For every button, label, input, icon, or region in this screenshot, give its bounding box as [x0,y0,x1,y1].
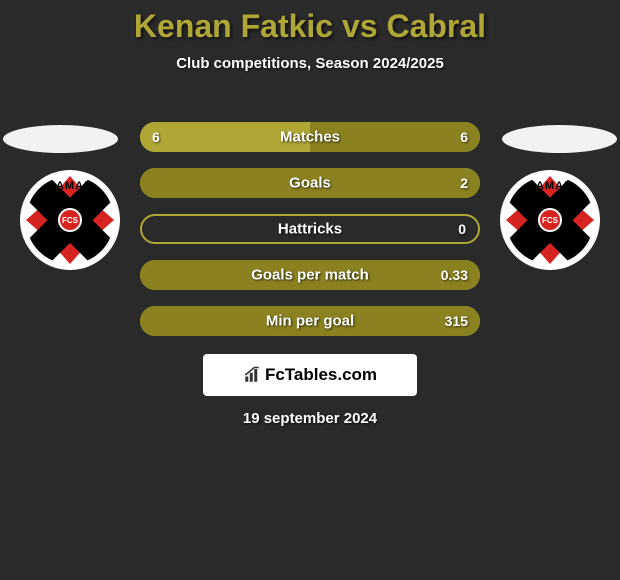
brand-box[interactable]: FcTables.com [203,354,417,396]
page-title: Kenan Fatkic vs Cabral [0,0,620,45]
stat-row: 2 Goals [140,168,480,198]
stat-label: Hattricks [278,221,342,238]
club-badge-right: XAMAX FCS [500,170,600,270]
club-name-right: XAMAX [528,180,573,192]
stats-bars: 6 6 Matches 2 Goals 0 Hattricks 0.33 Goals per m… [140,122,480,352]
stat-label: Goals per match [251,267,369,284]
stat-value-right: 6 [460,129,468,145]
stat-row: 315 Min per goal [140,306,480,336]
vs-text: vs [342,8,378,44]
stat-value-right: 315 [445,313,468,329]
stat-row: 0 Hattricks [140,214,480,244]
stat-row: 0.33 Goals per match [140,260,480,290]
bar-chart-icon [243,366,261,384]
date-text: 19 september 2024 [243,410,377,427]
subtitle: Club competitions, Season 2024/2025 [0,55,620,72]
stat-row: 6 6 Matches [140,122,480,152]
club-center-left: FCS [58,208,82,232]
stat-label: Min per goal [266,313,354,330]
player1-photo-placeholder [3,125,118,153]
club-center-right: FCS [538,208,562,232]
stat-value-right: 2 [460,175,468,191]
club-badge-left: XAMAX FCS [20,170,120,270]
player2-name: Cabral [386,8,486,44]
stat-value-right: 0 [458,221,466,237]
club-name-left: XAMAX [48,180,93,192]
stat-label: Goals [289,175,331,192]
brand-text: FcTables.com [265,365,377,385]
player1-name: Kenan Fatkic [134,8,333,44]
player2-photo-placeholder [502,125,617,153]
stat-label: Matches [280,129,340,146]
stat-value-right: 0.33 [441,267,468,283]
stat-value-left: 6 [152,129,160,145]
